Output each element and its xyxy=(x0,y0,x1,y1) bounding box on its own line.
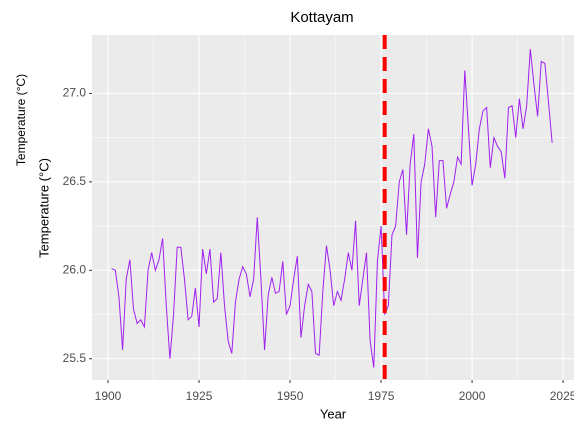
x-tick-label: 2000 xyxy=(459,389,486,403)
chart-title: Kottayam xyxy=(290,9,353,26)
x-tick-label: 1900 xyxy=(95,389,122,403)
x-tick-label: 1975 xyxy=(368,389,395,403)
x-tick-label: 1950 xyxy=(277,389,304,403)
y-tick-label: 25.5 xyxy=(63,351,87,365)
x-tick-label: 1925 xyxy=(186,389,213,403)
y-tick-label: 26.0 xyxy=(63,262,87,276)
y-tick-label: 27.0 xyxy=(63,86,87,100)
y-axis-label: Temperature (°C) xyxy=(14,74,28,166)
panel xyxy=(92,35,574,380)
x-tick-label: 2025 xyxy=(550,389,574,403)
x-axis-label: Year xyxy=(320,406,347,421)
y-tick-label: 26.5 xyxy=(63,174,87,188)
line-series xyxy=(111,49,553,368)
y-axis-label: Temperature (°C) xyxy=(36,158,51,258)
